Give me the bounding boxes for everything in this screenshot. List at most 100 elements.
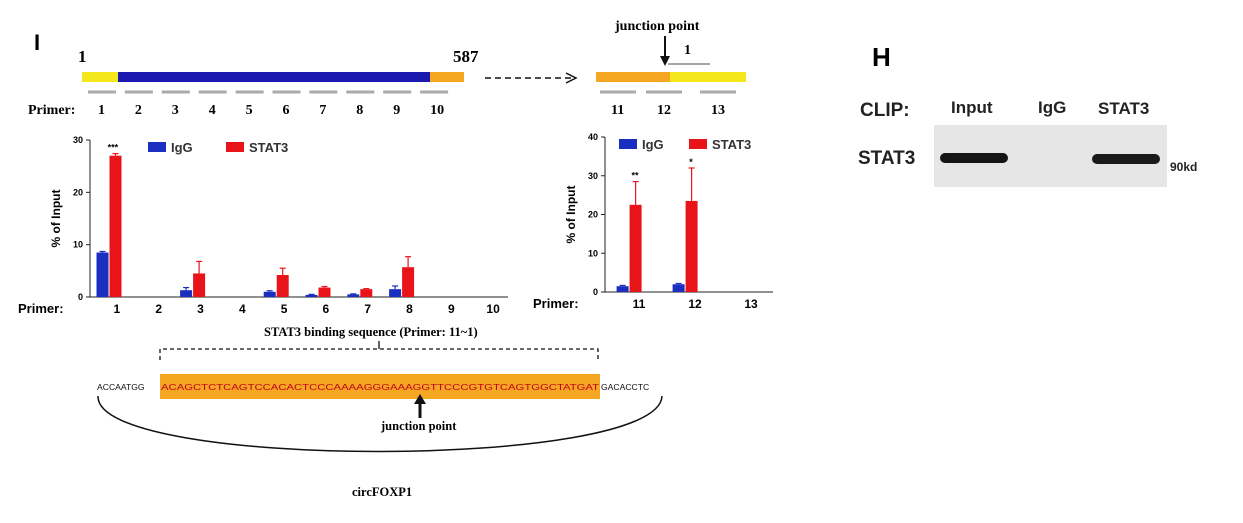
sequence-highlight: ACAGCTCTCAGTCCACACTCCCAAAAGGGAAAGGTTCCCG… (161, 382, 600, 392)
map-end-label: 587 (453, 47, 479, 66)
junction-one-label: 1 (684, 43, 691, 58)
legend-label-igg: IgG (171, 140, 193, 155)
x-tick-label: 2 (155, 302, 162, 316)
bar-igg (672, 284, 685, 292)
x-tick-label: 6 (323, 302, 330, 316)
y-tick-label: 20 (588, 210, 598, 220)
map-right-yellow (670, 72, 746, 82)
map-right-orange (596, 72, 670, 82)
junction-point-label-bottom: junction point (380, 419, 457, 433)
primer-label: 2 (135, 103, 142, 118)
y-axis-label: % of Input (564, 186, 578, 244)
significance-mark: * (689, 157, 693, 167)
primer-label: 9 (393, 103, 400, 118)
legend-swatch-stat3 (226, 142, 244, 152)
primer-label: 1 (98, 103, 105, 118)
primer-prefix-top: Primer: (28, 103, 75, 118)
bar-stat3 (109, 155, 122, 297)
bar-igg (616, 286, 629, 292)
map-yellow-left (82, 72, 118, 82)
panel-h-figure: H CLIP: Input IgG STAT3 STAT3 90kd (858, 42, 1197, 187)
x-tick-label: 3 (197, 302, 204, 316)
junction-arrow-bottom-head (414, 394, 426, 404)
primer-label: 5 (246, 103, 253, 118)
bar-igg (305, 294, 318, 297)
primer-label: 12 (657, 103, 671, 118)
x-prefix-label: Primer: (18, 301, 64, 316)
legend-swatch-igg (619, 139, 637, 149)
bar-igg (389, 289, 402, 297)
bar-stat3 (193, 273, 206, 297)
legend-swatch-igg (148, 142, 166, 152)
significance-mark: ** (631, 171, 639, 181)
panel-i: I 1 587 Primer: 1 2 3 4 5 6 7 8 9 10 junction poi… (18, 19, 773, 499)
primer-label: 7 (319, 103, 326, 118)
x-tick-label: 7 (364, 302, 371, 316)
chart-primers-1-10: 0 10 20 30 % of Input Primer: 1 *** 2 3 4 5 6 7 8 9 10 Ig… (18, 135, 508, 316)
y-tick-label: 0 (593, 287, 598, 297)
y-tick-label: 30 (588, 171, 598, 181)
map-navy-body (118, 72, 430, 82)
lane-igg-label: IgG (1038, 98, 1066, 117)
sequence-left-flank: ACCAATGG (97, 382, 145, 392)
primer-label: 11 (611, 103, 624, 118)
primer-label: 4 (209, 103, 216, 118)
lane-input-label: Input (951, 98, 993, 117)
dashed-arrow-head (565, 72, 578, 84)
bar-igg (263, 291, 276, 297)
bar-igg (180, 290, 193, 297)
lane-stat3-label: STAT3 (1098, 99, 1149, 118)
panel-i-label: I (34, 30, 40, 55)
panel-i-figure: I 1 587 Primer: 1 2 3 4 5 6 7 8 9 10 junction poi… (18, 19, 773, 499)
y-tick-label: 30 (73, 135, 83, 145)
y-tick-label: 40 (588, 132, 598, 142)
x-tick-label: 4 (239, 302, 246, 316)
y-tick-label: 10 (588, 248, 598, 258)
bar-igg (347, 294, 360, 297)
binding-sequence-title: STAT3 binding sequence (Primer: 11~1) (264, 325, 478, 339)
primer-label: 8 (356, 103, 363, 118)
map-start-label: 1 (78, 47, 87, 66)
bar-stat3 (685, 200, 698, 292)
chart-primers-11-13: 0 10 20 30 40 % of Input Primer: 11 ** 12 * 13 IgG ST… (533, 132, 773, 311)
sequence-right-flank: GACACCTC (601, 382, 649, 392)
primer-label: 10 (430, 103, 444, 118)
legend-label-stat3: STAT3 (712, 137, 751, 152)
primer-labels-top: 1 2 3 4 5 6 7 8 9 10 (98, 103, 444, 118)
size-marker: 90kd (1170, 160, 1197, 174)
legend-label-igg: IgG (642, 137, 664, 152)
x-tick-label: 10 (486, 302, 500, 316)
junction-point-label-top: junction point (614, 19, 700, 34)
legend-swatch-stat3 (689, 139, 707, 149)
blot-band-stat3 (1092, 154, 1160, 164)
circ-arc (97, 395, 663, 453)
x-tick-label: 9 (448, 302, 455, 316)
x-tick-label: 5 (281, 302, 288, 316)
blot-row-label: STAT3 (858, 148, 915, 169)
x-tick-label: 8 (406, 302, 413, 316)
map-orange-end (430, 72, 464, 82)
blot-band-input (940, 153, 1008, 163)
primer-labels-right: 11 12 13 (611, 103, 725, 118)
panel-h: H CLIP: Input IgG STAT3 STAT3 90kd (830, 0, 1243, 518)
clip-label: CLIP: (860, 100, 910, 121)
y-axis-label: % of Input (49, 190, 63, 248)
x-tick-label: 12 (688, 297, 702, 311)
junction-arrow-head (660, 56, 670, 66)
sequence-bracket (159, 348, 599, 360)
y-tick-label: 10 (73, 240, 83, 250)
significance-mark: *** (108, 143, 119, 153)
bar-igg (96, 252, 109, 297)
bar-stat3 (629, 204, 642, 292)
legend-label-stat3: STAT3 (249, 140, 288, 155)
sequence-highlight-box (160, 374, 600, 399)
bar-stat3 (276, 275, 289, 297)
x-tick-label: 1 (114, 302, 121, 316)
bar-stat3 (318, 287, 331, 297)
x-tick-label: 11 (633, 297, 646, 311)
primer-label: 6 (283, 103, 290, 118)
bar-stat3 (360, 289, 373, 297)
primer-label: 13 (711, 103, 725, 118)
y-tick-label: 0 (78, 292, 83, 302)
x-prefix-label: Primer: (533, 296, 579, 311)
